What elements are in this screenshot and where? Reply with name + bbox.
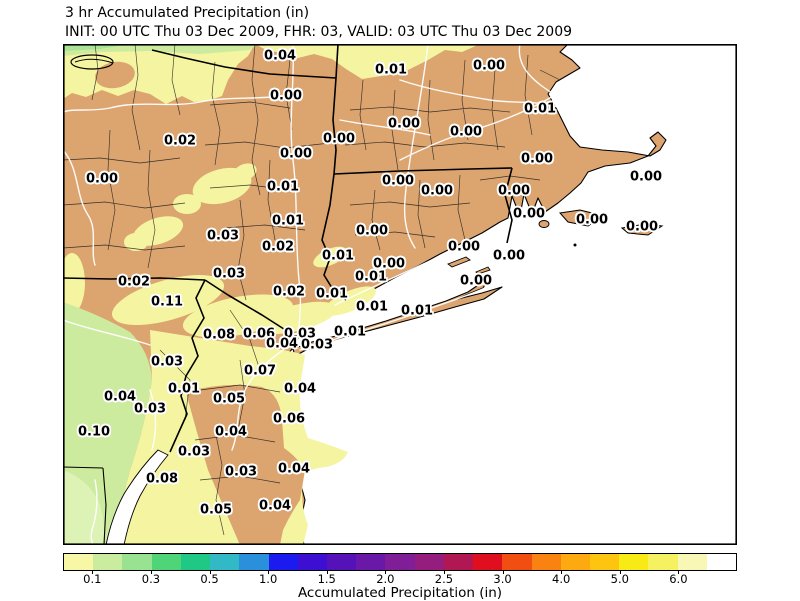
colorbar-segment [356, 554, 386, 570]
colorbar [63, 553, 737, 571]
colorbar-tick-label: 1.0 [258, 572, 278, 586]
colorbar-segment [297, 554, 327, 570]
plot-title: 3 hr Accumulated Precipitation (in) [65, 5, 310, 21]
colorbar-segment [268, 554, 298, 570]
colorbar-tick [326, 570, 328, 574]
colorbar-tick [150, 570, 152, 574]
colorbar-segment [414, 554, 444, 570]
map-canvas [63, 44, 737, 545]
colorbar-segment [706, 554, 737, 570]
colorbar-segment [64, 554, 94, 570]
colorbar-tick-label: 0.1 [83, 572, 102, 586]
colorbar-segment [443, 554, 474, 570]
rivers [63, 44, 561, 545]
plum-island [475, 266, 491, 275]
islet-dot [573, 243, 577, 247]
nantucket [620, 223, 664, 236]
county-boundaries [63, 44, 561, 536]
colorbar-segment [502, 554, 532, 570]
plot-subtitle: INIT: 00 UTC Thu 03 Dec 2009, FHR: 03, V… [65, 24, 573, 40]
colorbar-segment [677, 554, 707, 570]
colorbar-segment [589, 554, 620, 570]
delaware-bay [105, 449, 169, 545]
colorbar-tick [619, 570, 621, 574]
colorbar-segment [648, 554, 678, 570]
colorbar-tick [92, 570, 94, 574]
plot-header: 3 hr Accumulated Precipitation (in) INIT… [65, 4, 572, 42]
colorbar-tick-label: 6.0 [669, 572, 688, 586]
colorbar-tick-label: 3.0 [493, 572, 512, 586]
colorbar-tick-label: 2.0 [376, 572, 395, 586]
colorbar-tick-labels: 0.1 0.3 0.5 1.0 1.5 2.0 2.5 3.0 4.0 5.0 6.0 [63, 572, 737, 586]
colorbar-tick-label: 0.3 [141, 572, 161, 586]
map-frame [63, 44, 737, 545]
colorbar-segment [93, 554, 123, 570]
colorbar-segment [180, 554, 211, 570]
colorbar-tick [385, 570, 387, 574]
colorbar-tick-label: 5.0 [610, 572, 629, 586]
colorbar-tick-label: 2.5 [434, 572, 454, 586]
marthas-vineyard [559, 209, 606, 227]
colorbar-tick [268, 570, 270, 574]
colorbar-title: Accumulated Precipitation (in) [297, 585, 503, 601]
colorbar-tick [561, 570, 563, 574]
colorbar-tick [209, 570, 211, 574]
colorbar-segment [560, 554, 590, 570]
colorbar-tick-label: 0.5 [200, 572, 219, 586]
block-island [538, 220, 550, 228]
precip-shading [63, 44, 480, 545]
colorbar-segment [239, 554, 269, 570]
colorbar-segment [151, 554, 181, 570]
colorbar-tick [443, 570, 445, 574]
reservoir-lake [70, 54, 114, 70]
colorbar-tick [678, 570, 680, 574]
colorbar-ticks [63, 570, 737, 574]
colorbar-tick-label: 1.5 [317, 572, 336, 586]
colorbar-segment [210, 554, 240, 570]
state-borders [63, 44, 513, 545]
reservoir-lake-line [74, 58, 114, 64]
colorbar-segment [122, 554, 152, 570]
colorbar-segment [531, 554, 561, 570]
fishers-island [447, 256, 471, 268]
colorbar-segment [326, 554, 357, 570]
colorbar-tick [502, 570, 504, 574]
colorbar-segment [473, 554, 503, 570]
colorbar-tick-label: 4.0 [552, 572, 571, 586]
colorbar-segment [619, 554, 649, 570]
colorbar-segment [385, 554, 415, 570]
